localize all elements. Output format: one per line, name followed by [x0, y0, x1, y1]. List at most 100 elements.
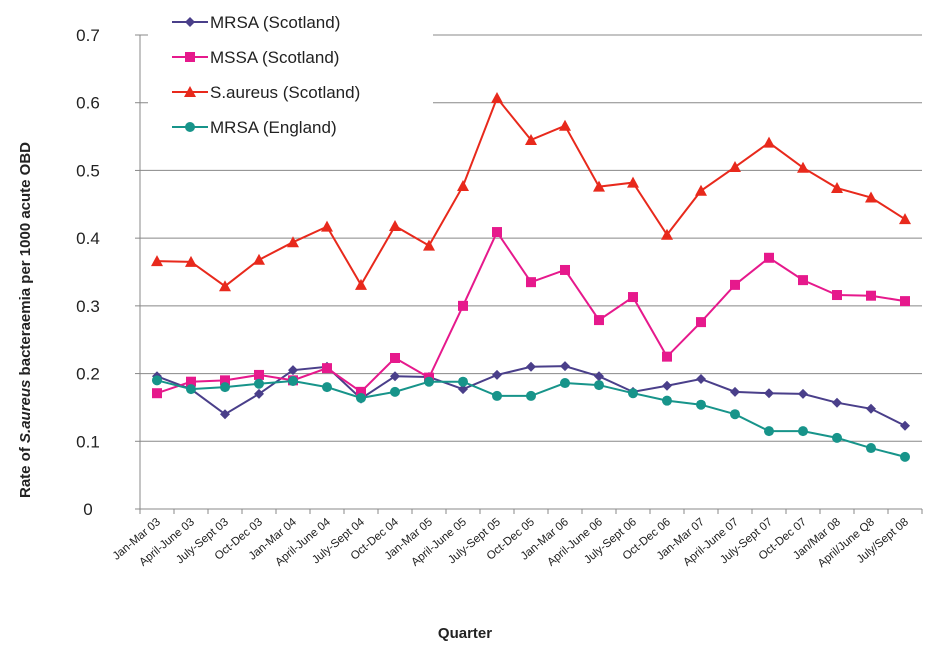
data-point — [322, 382, 332, 393]
data-point — [594, 380, 604, 391]
data-point — [152, 388, 162, 399]
data-point — [525, 133, 537, 145]
data-point — [696, 399, 706, 410]
data-point — [458, 300, 468, 311]
data-point — [798, 388, 808, 399]
data-point — [186, 384, 196, 395]
data-point — [593, 180, 605, 192]
data-point — [729, 161, 741, 173]
data-point — [798, 426, 808, 437]
data-point — [424, 376, 434, 387]
data-point — [695, 184, 707, 196]
data-point — [832, 290, 842, 301]
data-point — [287, 236, 299, 248]
data-point — [355, 278, 367, 290]
data-point — [492, 227, 502, 238]
data-point — [866, 443, 876, 454]
data-point — [185, 255, 197, 267]
data-point — [288, 365, 298, 376]
data-point — [798, 275, 808, 286]
data-point — [390, 352, 400, 363]
data-point — [763, 136, 775, 148]
data-point — [832, 397, 842, 408]
data-point — [492, 390, 502, 401]
data-point — [628, 292, 638, 303]
data-point — [560, 361, 570, 372]
data-point — [220, 375, 230, 386]
data-point — [832, 432, 842, 443]
y-tick-label: 0.7 — [76, 26, 100, 45]
y-tick-label: 0.2 — [76, 365, 100, 384]
data-point — [900, 420, 910, 431]
data-point — [220, 409, 230, 420]
data-point — [152, 375, 162, 386]
data-point — [730, 279, 740, 290]
y-tick-label: 0 — [83, 500, 92, 519]
data-point — [560, 378, 570, 389]
y-tick-label: 0.1 — [76, 432, 100, 451]
data-point — [865, 191, 877, 203]
y-axis-title-part: S.aureus — [17, 380, 34, 443]
data-point — [457, 180, 469, 192]
data-point — [797, 161, 809, 173]
data-point — [253, 253, 265, 265]
y-axis-title: Rate of S.aureus bacteraemia per 1000 ac… — [17, 142, 34, 498]
data-point — [628, 388, 638, 399]
data-point — [356, 386, 366, 397]
data-point — [254, 369, 264, 380]
legend-label: MRSA (England) — [210, 118, 337, 137]
legend-box — [148, 6, 433, 144]
data-point — [764, 252, 774, 263]
data-point — [288, 376, 298, 387]
data-point — [254, 378, 264, 389]
data-point — [866, 403, 876, 414]
legend-marker — [184, 86, 196, 97]
data-point — [356, 392, 366, 403]
data-point — [390, 386, 400, 397]
data-point — [423, 239, 435, 251]
y-axis-title-part: Rate of — [17, 443, 34, 498]
data-point — [594, 315, 604, 326]
y-tick-label: 0.3 — [76, 297, 100, 316]
data-point — [322, 363, 332, 374]
legend-label: MSSA (Scotland) — [210, 48, 339, 67]
data-point — [662, 395, 672, 406]
legend-label: MRSA (Scotland) — [210, 13, 340, 32]
legend-marker — [185, 52, 195, 62]
data-point — [390, 371, 400, 382]
data-point — [491, 91, 503, 103]
data-point — [559, 119, 571, 131]
data-point — [661, 228, 673, 240]
data-point — [220, 382, 230, 393]
data-point — [627, 176, 639, 188]
data-point — [526, 390, 536, 401]
data-point — [696, 317, 706, 328]
data-point — [662, 380, 672, 391]
data-point — [764, 426, 774, 437]
y-axis-title-part: bacteraemia per 1000 acute OBD — [17, 142, 34, 380]
data-point — [254, 388, 264, 399]
data-point — [899, 213, 911, 225]
data-point — [186, 376, 196, 387]
y-tick-label: 0.5 — [76, 161, 100, 180]
data-point — [900, 296, 910, 307]
data-point — [492, 369, 502, 380]
data-point — [321, 220, 333, 232]
y-tick-label: 0.4 — [76, 229, 100, 248]
data-point — [151, 255, 163, 267]
data-point — [389, 219, 401, 231]
data-point — [219, 280, 231, 292]
data-point — [560, 264, 570, 275]
data-point — [730, 409, 740, 420]
data-point — [526, 361, 536, 372]
legend-label: S.aureus (Scotland) — [210, 83, 360, 102]
y-tick-label: 0.6 — [76, 94, 100, 113]
data-point — [458, 384, 468, 395]
legend-marker — [185, 17, 195, 27]
x-axis-title: Quarter — [438, 625, 492, 642]
data-point — [831, 182, 843, 194]
data-point — [696, 373, 706, 384]
data-point — [594, 371, 604, 382]
data-point — [866, 290, 876, 301]
